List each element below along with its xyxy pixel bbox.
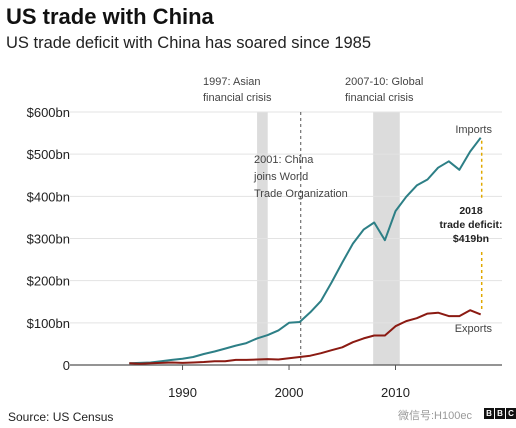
- y-tick-label: 0: [63, 358, 70, 373]
- wto-annotation-line: joins World: [253, 171, 308, 183]
- deficit-annotation-line: 2018: [459, 205, 483, 217]
- x-tick-label: 2010: [381, 385, 410, 400]
- deficit-annotation-line: $419bn: [453, 233, 489, 245]
- crisis-label-line: financial crisis: [345, 92, 414, 104]
- bbc-logo: B B C: [484, 408, 516, 419]
- chart-title: US trade with China: [6, 4, 214, 29]
- bbc-logo-block-2: B: [495, 408, 505, 419]
- x-tick-label: 1990: [168, 385, 197, 400]
- exports-line: [129, 309, 482, 365]
- wechat-watermark: 微信号:H100ec: [398, 410, 472, 422]
- y-tick-label: $100bn: [27, 316, 70, 331]
- bbc-logo-block-3: C: [506, 408, 516, 419]
- wto-annotation-line: 2001: China: [254, 154, 314, 166]
- imports-series-label: Imports: [455, 124, 492, 136]
- y-tick-label: $200bn: [27, 274, 70, 289]
- bbc-logo-block-1: B: [484, 408, 494, 419]
- exports-series-label: Exports: [455, 323, 493, 335]
- chart-subtitle: US trade deficit with China has soared s…: [6, 34, 372, 52]
- deficit-annotation-line: trade deficit:: [439, 219, 502, 231]
- wto-annotation-line: Trade Organization: [254, 188, 348, 200]
- y-tick-label: $500bn: [27, 147, 70, 162]
- imports-line: [129, 137, 482, 365]
- source-note: Source: US Census: [8, 410, 114, 424]
- x-tick-label: 2000: [275, 385, 304, 400]
- y-tick-label: $300bn: [27, 232, 70, 247]
- crisis-label-line: financial crisis: [203, 92, 272, 104]
- y-tick-label: $600bn: [27, 105, 70, 120]
- crisis-label-line: 1997: Asian: [203, 76, 261, 88]
- y-tick-label: $400bn: [27, 189, 70, 204]
- crisis-label-line: 2007-10: Global: [345, 76, 423, 88]
